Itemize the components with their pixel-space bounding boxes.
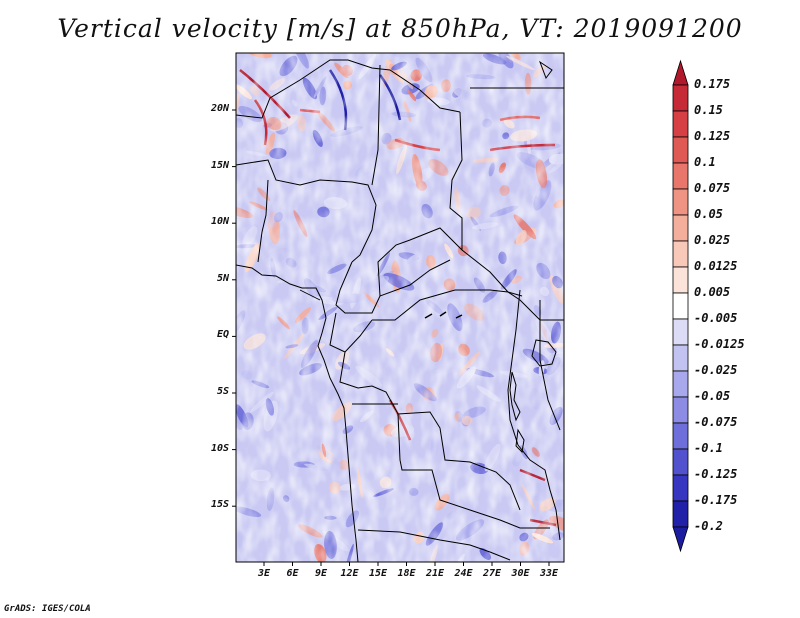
border-line	[372, 289, 564, 321]
colorbar-label: -0.175	[694, 493, 738, 507]
lat-label: 5S	[216, 386, 229, 397]
colorbar-label: -0.1	[694, 441, 723, 455]
colorbar-segment	[672, 318, 689, 346]
velocity-field	[236, 53, 564, 562]
colorbar-segment	[672, 448, 689, 476]
colorbar-segment	[672, 240, 689, 268]
colorbar-label: 0.005	[694, 285, 731, 299]
colorbar-label: 0.025	[694, 233, 731, 247]
colorbar-segment	[672, 84, 689, 112]
border-line	[339, 351, 521, 511]
border-line	[371, 64, 381, 186]
colorbar-segment	[672, 474, 689, 502]
lon-label: 9E	[314, 568, 328, 579]
lat-label: EQ	[216, 329, 229, 341]
colorbar-segment	[672, 422, 689, 450]
colorbar-label: 0.1	[694, 155, 716, 169]
colorbar-segment	[672, 136, 689, 164]
country-borders	[236, 59, 564, 562]
border-line	[299, 289, 321, 301]
colorbar-label: -0.075	[694, 415, 738, 429]
colorbar-segment	[672, 292, 689, 320]
lake-outline	[509, 371, 521, 422]
colorbar	[672, 59, 689, 553]
border-line	[397, 413, 550, 529]
border-line	[236, 59, 461, 119]
colorbar-segment	[672, 344, 689, 372]
border-line	[257, 179, 269, 263]
coastline	[236, 264, 359, 562]
colorbar-label: -0.05	[694, 389, 731, 403]
lat-label: 10N	[210, 216, 229, 228]
colorbar-label: 0.075	[694, 181, 731, 195]
colorbar-segment	[672, 266, 689, 294]
lake-outline	[531, 339, 557, 367]
map-frame	[235, 52, 565, 563]
lat-ticks	[232, 109, 236, 507]
border-line	[424, 311, 463, 319]
colorbar-label: -0.0125	[694, 337, 745, 351]
colorbar-label: -0.125	[694, 467, 738, 481]
lon-label: 3E	[257, 568, 271, 579]
colorbar-label: 0.175	[694, 77, 731, 91]
lon-label: 6E	[286, 568, 299, 579]
colorbar-segment	[672, 188, 689, 216]
lon-label: 12E	[340, 568, 359, 579]
map-title: Vertical velocity [m/s] at 850hPa, VT: 2…	[57, 14, 743, 43]
border-line	[507, 289, 561, 541]
lon-label: 21E	[425, 568, 445, 579]
lat-label: 10S	[210, 442, 229, 454]
colorbar-label: 0.0125	[694, 259, 738, 273]
border-line	[379, 259, 451, 297]
colorbar-bottom-arrow	[672, 526, 689, 553]
lon-label: 24E	[454, 568, 473, 579]
colorbar-label: 0.15	[694, 103, 723, 117]
lat-label: 5N	[216, 272, 229, 284]
lon-label: 33E	[539, 568, 559, 579]
lake-outline	[515, 428, 525, 454]
colorbar-segment	[672, 110, 689, 138]
lat-label: 15S	[210, 499, 229, 511]
lon-label: 18E	[397, 568, 416, 579]
colorbar-label: -0.005	[694, 311, 738, 325]
colorbar-segment	[672, 214, 689, 242]
border-line	[357, 529, 511, 561]
lon-ticks	[263, 562, 550, 566]
colorbar-segment	[672, 500, 689, 528]
lat-label: 20N	[210, 103, 229, 114]
border-line	[236, 159, 377, 263]
colorbar-label: -0.025	[694, 363, 738, 377]
colorbar-top-arrow	[672, 59, 689, 86]
border-line	[449, 111, 523, 297]
colorbar-label: -0.2	[694, 519, 723, 533]
lat-label: 15N	[210, 159, 229, 171]
lon-label: 30E	[511, 568, 530, 579]
field-texture	[236, 53, 564, 562]
colorbar-segment	[672, 396, 689, 424]
colorbar-segment	[672, 370, 689, 398]
credit-footer: GrADS: IGES/COLA	[4, 604, 91, 614]
lon-label: 15E	[368, 568, 388, 579]
lake-outline	[538, 60, 553, 80]
border-line	[539, 300, 561, 431]
colorbar-label: 0.05	[694, 207, 723, 221]
colorbar-segment	[672, 162, 689, 190]
lon-label: 27E	[482, 568, 502, 579]
colorbar-label: 0.125	[694, 129, 731, 143]
